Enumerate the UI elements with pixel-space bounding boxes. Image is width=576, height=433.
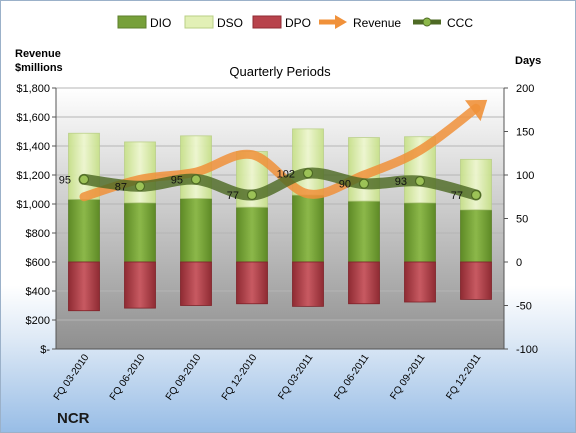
bar-dpo [348, 261, 380, 305]
ccc-data-label: 90 [339, 179, 351, 191]
ccc-data-label: 95 [59, 174, 71, 186]
bar-dso [124, 141, 156, 204]
left-tick-label: $1,800 [16, 83, 50, 95]
ccc-data-label: 87 [115, 181, 127, 193]
bar-dio [292, 194, 324, 263]
legend-label-dpo: DPO [285, 16, 311, 30]
right-tick-label: 200 [516, 83, 534, 95]
chart-title: Quarterly Periods [229, 64, 331, 79]
revenue-arrowhead [464, 99, 488, 122]
bar-dpo [404, 261, 436, 303]
legend: DIO DSO DPO Revenue CCC [117, 15, 473, 30]
bar-dpo [68, 261, 100, 312]
ccc-marker [302, 168, 314, 179]
bar-dpo [460, 261, 492, 300]
x-tick-label: FQ 06-2010 [108, 352, 148, 402]
left-axis-label-line2: $millions [15, 62, 63, 74]
ccc-marker [246, 189, 258, 201]
ccc-data-label: 93 [395, 176, 407, 188]
ccc-marker [414, 175, 426, 187]
ccc-data-label: 95 [171, 174, 183, 186]
x-tick-label: FQ 06-2011 [332, 352, 371, 402]
bar-series [68, 128, 492, 312]
x-tick-label: FQ 03-2011 [276, 352, 315, 402]
right-axis-label: Days [515, 55, 541, 67]
right-tick-label: 100 [516, 170, 534, 182]
left-tick-label: $800 [26, 228, 50, 240]
legend-swatch-dio [117, 15, 147, 29]
legend-marker-ccc [422, 17, 432, 27]
ccc-data-label: 102 [277, 168, 295, 180]
plot-area [56, 88, 504, 349]
legend-arrow-revenue-icon [335, 15, 347, 29]
legend-label-revenue: Revenue [353, 16, 401, 30]
left-tick-label: $200 [26, 315, 50, 327]
bar-dio [68, 198, 100, 263]
ccc-data-label: 77 [227, 190, 239, 202]
line-series: 95 87 95 77 102 90 93 77 [59, 99, 488, 202]
right-tick-label: -100 [516, 344, 538, 356]
ccc-marker [78, 174, 90, 185]
x-tick-label: FQ 09-2010 [164, 352, 204, 402]
bar-dpo [124, 261, 156, 309]
legend-label-ccc: CCC [447, 16, 473, 30]
legend-swatch-dso [184, 15, 214, 29]
right-tick-label: 50 [516, 214, 528, 226]
left-tick-label: $1,600 [16, 112, 50, 124]
x-tick-label: FQ 12-2011 [444, 352, 483, 402]
right-tick-label: -50 [516, 301, 532, 313]
x-tick-label: FQ 03-2010 [52, 352, 92, 402]
ccc-marker [358, 178, 370, 189]
left-axis-label-line1: Revenue [15, 48, 61, 60]
bar-dso [68, 132, 100, 200]
left-tick-label: $1,400 [16, 141, 50, 153]
bar-dso [460, 158, 492, 211]
ccc-marker [134, 181, 146, 192]
right-tick-label: 0 [516, 257, 522, 269]
bar-dio [180, 198, 212, 263]
left-tick-label: $400 [26, 286, 50, 298]
bar-dpo [180, 261, 212, 306]
bar-dio [404, 202, 436, 263]
left-tick-label: $- [40, 344, 50, 356]
bar-dpo [236, 261, 268, 305]
company-label: NCR [57, 410, 90, 427]
left-tick-label: $600 [26, 257, 50, 269]
ccc-marker [470, 189, 482, 201]
legend-label-dso: DSO [217, 16, 243, 30]
x-tick-label: FQ 09-2011 [388, 352, 427, 402]
bar-dio [460, 209, 492, 263]
bar-dio [236, 206, 268, 263]
right-tick-label: 150 [516, 127, 534, 139]
legend-label-dio: DIO [150, 16, 171, 30]
left-tick-label: $1,200 [16, 170, 50, 182]
legend-swatch-dpo [252, 15, 282, 29]
bar-dio [124, 202, 156, 263]
x-tick-label: FQ 12-2010 [220, 352, 260, 402]
ccc-marker [190, 174, 202, 185]
ccc-data-label: 77 [451, 190, 463, 202]
bar-dio [348, 200, 380, 263]
bar-dpo [292, 261, 324, 307]
left-tick-label: $1,000 [16, 199, 50, 211]
